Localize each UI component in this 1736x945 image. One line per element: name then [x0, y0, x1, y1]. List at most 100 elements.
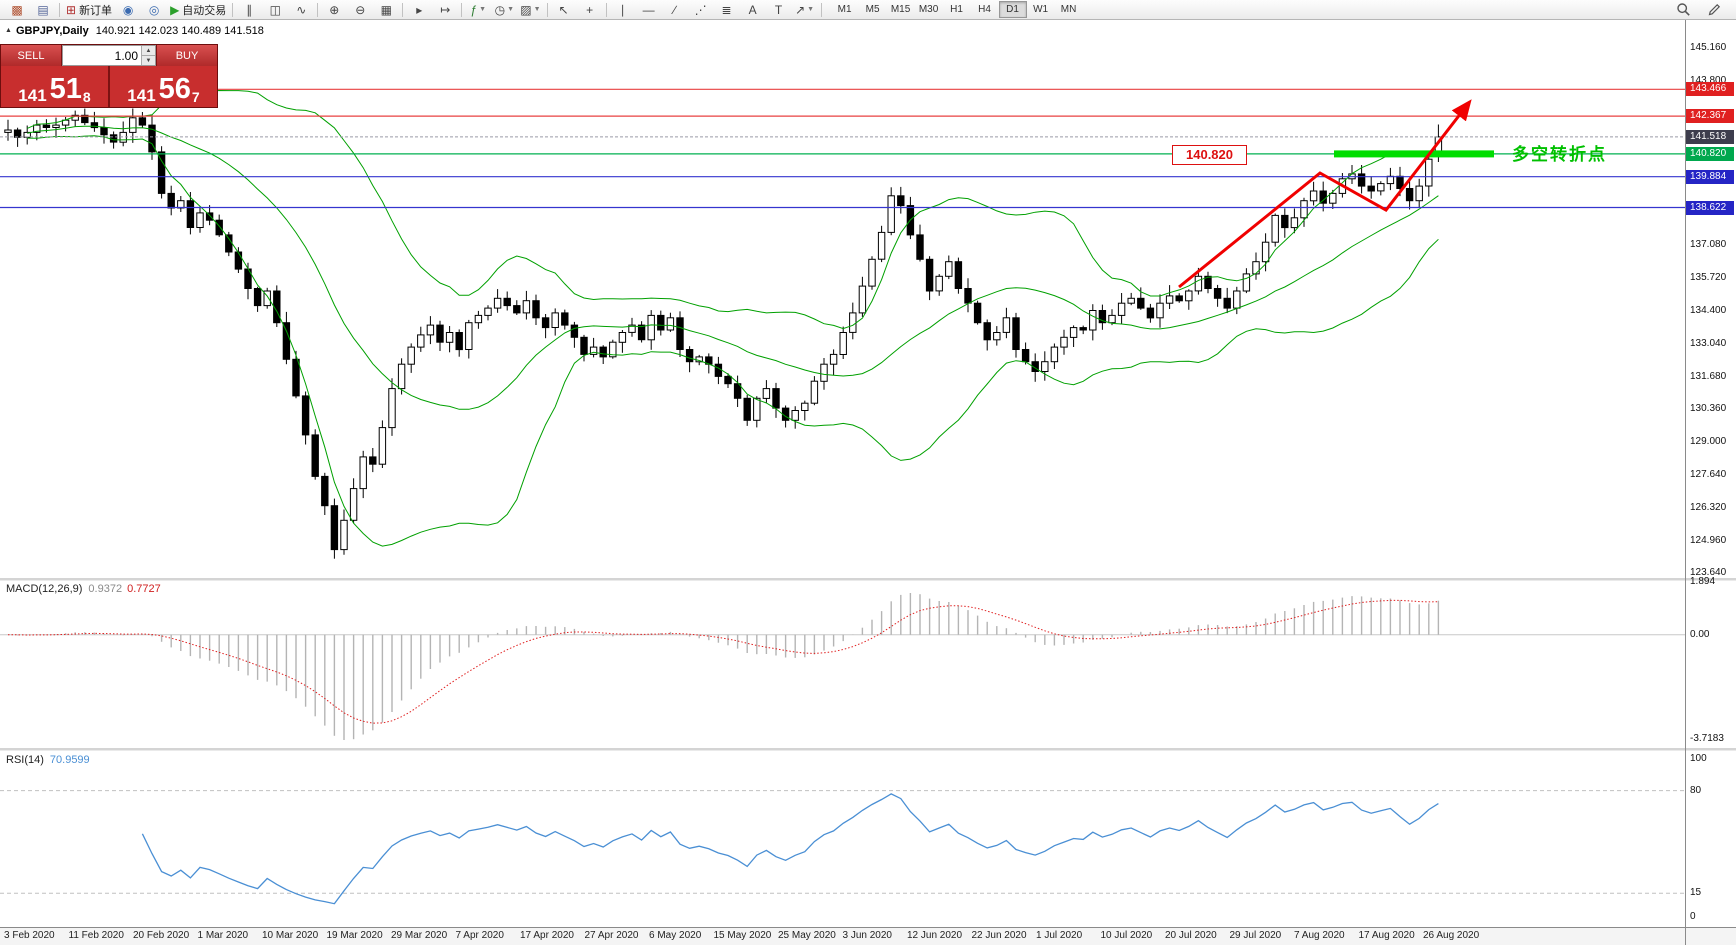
rsi-indicator-label: RSI(14) 70.9599	[6, 754, 90, 766]
horizontal-line-icon[interactable]: ―	[642, 2, 655, 17]
date-axis-label: 7 Aug 2020	[1294, 930, 1345, 941]
data-window-icon[interactable]: ◎	[148, 2, 160, 17]
macd-signal-line	[7, 599, 1439, 724]
ohlc-values: 140.921 142.023 140.489 141.518	[95, 25, 264, 37]
rsi-axis-tick: 15	[1690, 887, 1702, 899]
price-axis-tick: 124.960	[1690, 534, 1727, 546]
autotrading-button[interactable]: ▶ 自动交易	[170, 2, 227, 17]
periods-icon[interactable]: ◷ ▼	[494, 2, 514, 17]
toolbar-separator	[546, 2, 548, 17]
new-order-button[interactable]: ⊞ 新订单	[66, 2, 113, 17]
date-axis-label: 10 Mar 2020	[262, 930, 319, 941]
rsi-line	[141, 793, 1439, 905]
price-axis-value-tag: 140.820	[1686, 146, 1734, 161]
date-axis-label: 11 Feb 2020	[68, 930, 124, 941]
arrows-icon[interactable]: ↗ ▼	[795, 2, 815, 17]
date-axis-label: 19 Mar 2020	[326, 930, 383, 941]
timeframe-button-m15[interactable]: M15	[890, 4, 911, 15]
trend-arrow[interactable]	[1178, 99, 1472, 289]
panel-splitter-macd[interactable]	[0, 577, 1736, 582]
timeframe-button-m1[interactable]: M1	[837, 4, 852, 15]
date-axis-label: 1 Jul 2020	[1036, 930, 1083, 941]
date-axis-label: 3 Jun 2020	[842, 930, 893, 941]
bar-chart-icon[interactable]: ∥	[246, 2, 253, 17]
rsi-axis-tick: 100	[1690, 753, 1707, 764]
toolbar-separator	[59, 2, 60, 17]
crosshair-icon[interactable]: +	[586, 2, 594, 17]
toolbar-separator	[317, 2, 319, 17]
chart-canvas[interactable]	[0, 20, 1736, 945]
templates-icon[interactable]: ▨ ▼	[520, 2, 541, 17]
zoom-out-icon[interactable]: ⊖	[355, 2, 366, 17]
price-axis-tick: 135.720	[1690, 272, 1727, 284]
price-axis-value-tag: 138.622	[1686, 200, 1734, 215]
sell-price-main: 141	[18, 86, 47, 105]
price-axis-tick: 145.160	[1690, 42, 1727, 53]
chevron-down-icon: ▼	[479, 6, 487, 13]
search-icon[interactable]	[1670, 0, 1696, 19]
price-axis-tick: 134.400	[1690, 304, 1727, 316]
indicators-icon[interactable]: ƒ ▼	[470, 2, 487, 17]
volume-input[interactable]	[63, 46, 141, 65]
cursor-icon[interactable]: ↖	[558, 2, 569, 17]
profiles-icon[interactable]: ▤	[37, 2, 49, 17]
macd-indicator-label: MACD(12,26,9) 0.9372 0.7727	[6, 583, 161, 595]
timeframe-button-h1[interactable]: H1	[950, 4, 963, 15]
rsi-axis-tick: 0	[1690, 911, 1696, 922]
price-axis-value-tag: 142.367	[1686, 109, 1734, 124]
buy-price[interactable]: 141 56 7	[110, 66, 217, 107]
date-axis-label: 20 Jul 2020	[1165, 930, 1217, 941]
text-icon[interactable]: A	[748, 2, 757, 17]
edit-icon[interactable]	[1701, 0, 1727, 19]
volume-up-icon[interactable]: ▲	[141, 46, 155, 56]
panel-splitter-rsi[interactable]	[0, 747, 1736, 752]
timeframe-button-w1[interactable]: W1	[1033, 4, 1049, 15]
vertical-line-icon[interactable]: ∣	[619, 2, 626, 17]
date-axis-label: 1 Mar 2020	[197, 930, 249, 941]
new-chart-icon[interactable]: ▩	[11, 2, 23, 17]
price-axis-tick: 143.800	[1690, 75, 1727, 87]
timeframe-button-mn[interactable]: MN	[1060, 4, 1077, 15]
timeframe-button-m5[interactable]: M5	[865, 4, 880, 15]
rsi-axis-tick: 80	[1690, 784, 1702, 796]
support-zone[interactable]	[1334, 150, 1494, 158]
channel-icon[interactable]: ⋰	[694, 2, 707, 17]
buy-price-pips: 56	[158, 73, 191, 105]
chart-symbol-header: ▲ GBPJPY,Daily 140.921 142.023 140.489 141…	[5, 25, 264, 37]
fibonacci-icon[interactable]: ≣	[721, 2, 732, 17]
date-axis-label: 29 Mar 2020	[391, 930, 448, 941]
sell-price[interactable]: 141 51 8	[1, 66, 110, 107]
bollinger-bands	[26, 89, 1439, 547]
chevron-down-icon: ▼	[507, 6, 514, 13]
timeframe-button-d1[interactable]: D1	[998, 1, 1027, 18]
auto-scroll-icon[interactable]: ▸	[416, 2, 423, 17]
label-icon[interactable]: T	[774, 2, 783, 17]
toolbar-separator	[232, 2, 234, 17]
trendline-icon[interactable]: ∕	[673, 2, 676, 17]
buy-price-point: 7	[191, 89, 200, 105]
price-axis-value-tag: 139.884	[1686, 169, 1734, 184]
tile-windows-icon[interactable]: ▦	[380, 2, 392, 17]
price-level-annotation[interactable]: 140.820	[1172, 145, 1247, 165]
timeframe-button-m30[interactable]: M30	[918, 4, 939, 15]
zoom-in-icon[interactable]: ⊕	[329, 2, 340, 17]
sell-button[interactable]: SELL	[1, 45, 62, 66]
timeframe-button-h4[interactable]: H4	[978, 4, 991, 15]
date-axis-label: 12 Jun 2020	[907, 930, 963, 941]
market-watch-icon[interactable]: ◉	[122, 2, 134, 17]
price-axis-tick: 129.000	[1690, 436, 1727, 448]
macd-axis-tick: 0.00	[1690, 628, 1710, 640]
horizontal-lines[interactable]	[0, 88, 1685, 209]
buy-button[interactable]: BUY	[156, 45, 217, 66]
buy-price-main: 141	[127, 86, 156, 105]
date-axis-label: 17 Apr 2020	[520, 930, 574, 941]
date-axis-label: 25 May 2020	[778, 930, 836, 941]
candlestick-chart-icon[interactable]: ◫	[269, 2, 281, 17]
line-chart-icon[interactable]: ∿	[296, 2, 307, 17]
price-axis-tick: 127.640	[1690, 469, 1727, 481]
price-axis-value-tag: 143.466	[1686, 82, 1734, 97]
collapse-icon[interactable]: ▲	[5, 27, 12, 34]
date-axis-label: 6 May 2020	[649, 930, 702, 941]
chart-shift-icon[interactable]: ↦	[440, 2, 451, 17]
volume-down-icon[interactable]: ▼	[141, 56, 155, 65]
